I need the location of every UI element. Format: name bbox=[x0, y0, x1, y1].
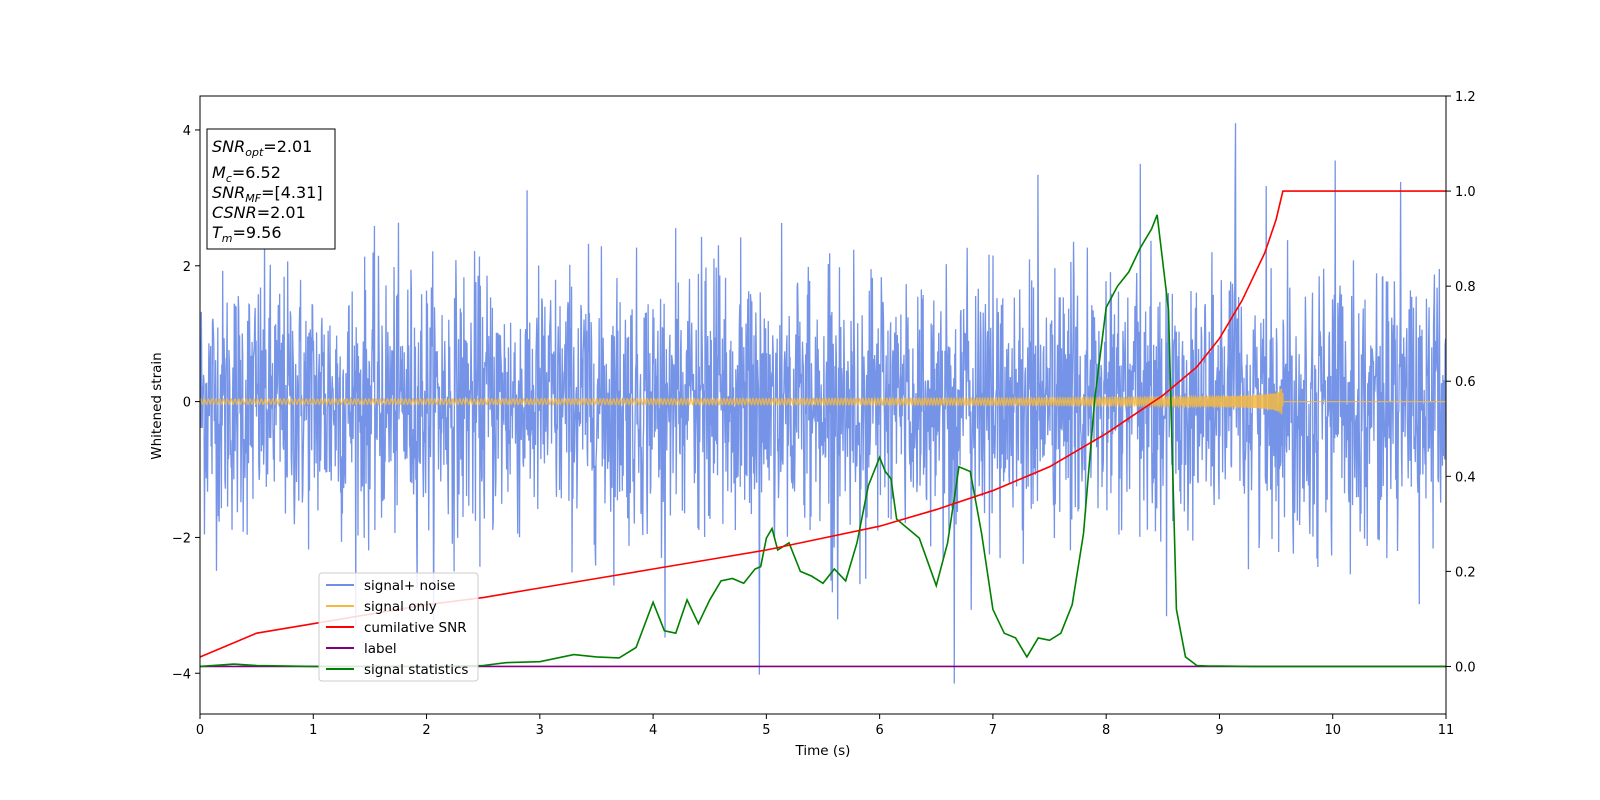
info-box: SNRopt=2.01 Mc=6.52 SNRMF=[4.31] CSNR=2.… bbox=[206, 128, 336, 250]
y-tick-label: 2 bbox=[183, 260, 191, 275]
legend-label-signal-statistics: signal statistics bbox=[364, 662, 468, 678]
y-tick-label: −2 bbox=[172, 531, 191, 546]
info-line-snr-mf: SNRMF=[4.31] bbox=[212, 183, 323, 205]
legend-box bbox=[318, 572, 479, 682]
x-tick-label: 5 bbox=[762, 723, 770, 738]
y2-tick-label: 0.2 bbox=[1455, 565, 1476, 580]
y2-tick-label: 0.4 bbox=[1455, 470, 1476, 485]
legend-label-signal-noise: signal+ noise bbox=[364, 578, 455, 594]
x-tick-label: 11 bbox=[1438, 723, 1455, 738]
x-tick-label: 4 bbox=[649, 723, 657, 738]
legend-label-signal-only: signal only bbox=[364, 599, 437, 615]
x-tick-label: 1 bbox=[309, 723, 317, 738]
info-line-csnr: CSNR=2.01 bbox=[212, 203, 306, 222]
x-axis: 0 1 2 3 4 5 6 7 8 9 10 11 bbox=[196, 714, 1454, 738]
y2-tick-label: 1.0 bbox=[1455, 185, 1476, 200]
series-signal-statistics bbox=[200, 214, 1446, 668]
x-tick-label: 7 bbox=[989, 723, 997, 738]
y2-tick-label: 0.8 bbox=[1455, 280, 1476, 295]
legend: signal+ noise signal only cumilative SNR… bbox=[318, 572, 479, 682]
y-axis-right: 1.2 1.0 0.8 0.6 0.4 0.2 0.0 bbox=[1446, 90, 1476, 675]
series-signal-noise bbox=[200, 123, 1446, 684]
plot-frame bbox=[199, 95, 1447, 715]
info-line-mc: Mc=6.52 bbox=[212, 163, 281, 185]
x-tick-label: 10 bbox=[1324, 723, 1341, 738]
x-axis-label: Time (s) bbox=[795, 743, 851, 759]
y2-tick-label: 0.6 bbox=[1455, 375, 1476, 390]
y-tick-label: 0 bbox=[183, 396, 191, 411]
legend-label-cumulative-snr: cumilative SNR bbox=[364, 620, 467, 636]
legend-label-label: label bbox=[364, 641, 397, 657]
x-tick-label: 0 bbox=[196, 723, 204, 738]
series-signal-only bbox=[200, 388, 1446, 415]
y-axis-left: 4 2 0 −2 −4 bbox=[172, 124, 200, 682]
x-tick-label: 9 bbox=[1215, 723, 1223, 738]
y-tick-label: 4 bbox=[183, 124, 191, 139]
y2-tick-label: 0.0 bbox=[1455, 660, 1476, 675]
info-line-snr-opt: SNRopt=2.01 bbox=[212, 137, 312, 159]
y-axis-label: Whitened strain bbox=[149, 352, 165, 459]
x-tick-label: 3 bbox=[536, 723, 544, 738]
x-tick-label: 2 bbox=[422, 723, 430, 738]
y-tick-label: −4 bbox=[172, 667, 191, 682]
x-tick-label: 6 bbox=[875, 723, 883, 738]
y2-tick-label: 1.2 bbox=[1455, 90, 1476, 105]
x-tick-label: 8 bbox=[1102, 723, 1110, 738]
info-line-tm: Tm=9.56 bbox=[212, 223, 282, 245]
